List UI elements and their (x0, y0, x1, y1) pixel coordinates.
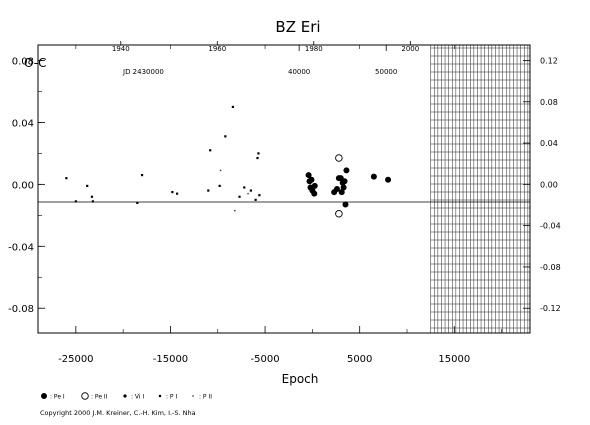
data-point-pg-primary (243, 186, 246, 189)
data-point-pg-primary (74, 200, 77, 203)
copyright-text: Copyright 2000 J.M. Kreiner, C.-H. Kim, … (40, 409, 196, 417)
legend-label: : P II (199, 394, 212, 401)
y2-tick-label: 0.04 (540, 139, 558, 148)
y2-tick-label: -0.08 (540, 263, 561, 272)
legend-symbol-pg-secondary (192, 395, 194, 397)
legend-symbol-vis (123, 394, 127, 398)
legend-label: : P I (166, 394, 177, 401)
data-point-pe-primary (341, 178, 348, 185)
legend-symbol-pe-primary (41, 393, 47, 399)
data-point-pg-primary (258, 194, 261, 197)
plot-frame (37, 44, 531, 334)
x-axis-label: Epoch (282, 372, 319, 386)
data-point-pe-primary (338, 189, 345, 196)
data-point-pg-primary (224, 135, 227, 138)
data-point-pe-primary (340, 184, 347, 191)
data-point-pe-primary (311, 182, 318, 189)
year-tick-label: 1980 (305, 45, 323, 53)
data-point-pg-primary (256, 156, 259, 160)
y2-tick-label: -0.12 (540, 304, 561, 313)
data-point-pg-primary (238, 195, 241, 198)
x-tick-label: 5000 (347, 354, 372, 365)
data-point-pg-primary (249, 189, 252, 192)
data-point-pg-primary (175, 192, 179, 195)
y2-tick-label: 0.12 (540, 56, 558, 65)
x-tick-label: -15000 (153, 354, 188, 365)
data-point-pe-secondary (335, 154, 343, 162)
data-point-pe-primary (311, 190, 318, 197)
x-tick-label: -25000 (58, 354, 93, 365)
year-tick-label: 1960 (208, 45, 226, 53)
data-point-pg-primary (257, 152, 260, 155)
data-point-pe-secondary (335, 210, 343, 218)
data-point-pg-primary (209, 149, 212, 152)
data-point-pe-primary (342, 201, 349, 208)
legend-label: : Pe I (50, 394, 65, 401)
data-point-pg-primary (65, 177, 68, 180)
data-point-pe-primary (333, 186, 340, 192)
chart-title: BZ Eri (275, 18, 320, 36)
year-tick-label: 2000 (401, 45, 419, 53)
data-point-pe-primary (385, 176, 392, 183)
axis-tick-labels: -25000 -15000 -5000 5000 15000 1940 1960 1980 20… (8, 45, 561, 365)
jd-tick-label: 40000 (288, 68, 310, 76)
data-point-pg-primary (254, 198, 257, 201)
data-point-pg-secondary (247, 192, 249, 195)
legend-symbol-pg-primary (158, 394, 162, 398)
y-tick-label: 0.00 (12, 180, 34, 191)
data-point-pg-primary (218, 184, 221, 188)
x-tick-label: -5000 (251, 354, 280, 365)
y-tick-label: 0.08 (12, 56, 34, 67)
data-point-pe-primary (343, 167, 350, 174)
data-points (65, 105, 392, 218)
data-point-pg-primary (90, 195, 94, 198)
data-point-pe-primary (370, 173, 377, 180)
y2-tick-label: 0.00 (540, 180, 558, 189)
legend: : Pe I : Pe II : Vi I : P I : P II (41, 392, 212, 401)
data-point-pg-primary (91, 200, 94, 203)
data-point-pg-primary (136, 201, 139, 205)
jd-tick-label: 50000 (375, 68, 397, 76)
data-point-pg-primary (207, 189, 210, 192)
legend-label: : Vi I (131, 394, 144, 401)
data-point-pg-primary (231, 105, 235, 109)
data-point-pg-primary (171, 190, 174, 194)
legend-symbol-pe-secondary (81, 392, 89, 400)
y-axis-label: O-C (24, 56, 47, 70)
x-tick-label: 15000 (438, 354, 470, 365)
future-hatched-region (430, 45, 530, 333)
y2-tick-label: -0.04 (540, 222, 561, 231)
data-point-pg-primary (86, 184, 89, 188)
y-tick-label: -0.04 (8, 242, 34, 253)
data-point-pe-primary (308, 176, 315, 183)
axis-ticks (38, 41, 530, 333)
data-point-pg-secondary (219, 169, 222, 172)
data-point-pe-primary (305, 172, 312, 179)
data-point-pg-secondary (234, 209, 236, 212)
y-tick-label: 0.04 (12, 118, 34, 129)
legend-label: : Pe II (91, 394, 108, 401)
jd-label: JD 2430000 (122, 68, 164, 76)
year-tick-label: 1940 (112, 45, 130, 53)
data-point-pg-primary (140, 173, 144, 177)
y2-tick-label: 0.08 (540, 98, 558, 107)
y-tick-label: -0.08 (8, 304, 34, 315)
